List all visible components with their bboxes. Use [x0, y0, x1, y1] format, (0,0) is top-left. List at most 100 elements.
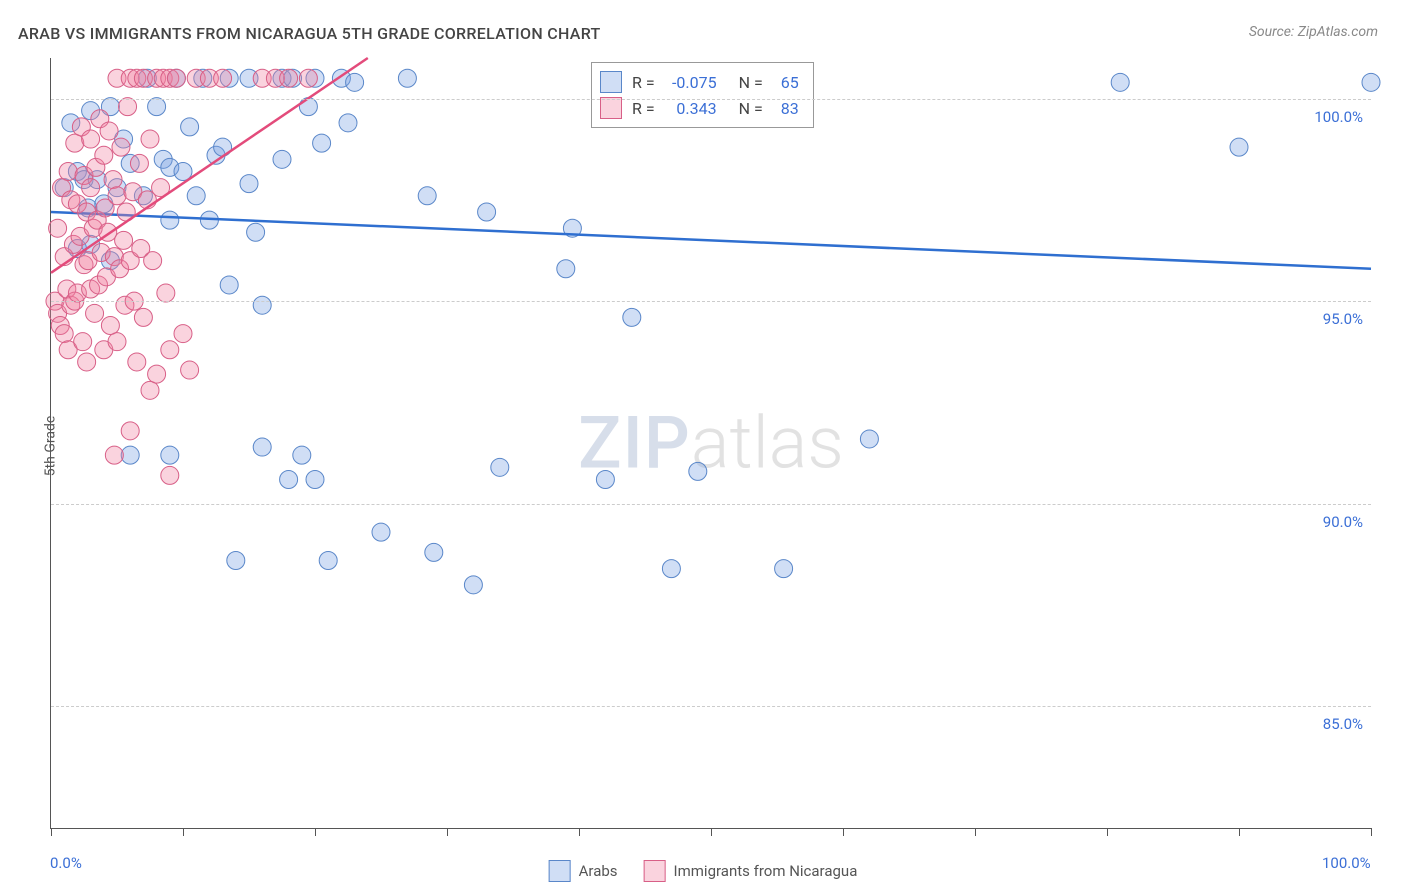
scatter-point-nicaragua — [74, 333, 92, 351]
scatter-point-arabs — [148, 98, 166, 116]
scatter-point-nicaragua — [66, 134, 84, 152]
gridline — [51, 99, 1371, 100]
legend-label-nicaragua: Immigrants from Nicaragua — [674, 862, 858, 880]
scatter-point-nicaragua — [104, 171, 122, 189]
scatter-point-arabs — [247, 223, 265, 241]
scatter-point-arabs — [418, 187, 436, 205]
stat-r-value-arabs: -0.075 — [665, 73, 717, 92]
scatter-point-nicaragua — [134, 308, 152, 326]
scatter-point-arabs — [372, 523, 390, 541]
scatter-point-arabs — [775, 560, 793, 578]
scatter-point-nicaragua — [128, 353, 146, 371]
scatter-point-arabs — [464, 576, 482, 594]
scatter-point-arabs — [398, 69, 416, 87]
x-tick — [315, 828, 316, 836]
scatter-point-nicaragua — [167, 69, 185, 87]
plot-area: ZIPatlas R =-0.075N =65R =0.343N =83 85.… — [50, 58, 1371, 829]
x-tick — [1371, 828, 1372, 836]
x-tick — [975, 828, 976, 836]
scatter-point-arabs — [1362, 73, 1380, 91]
scatter-point-arabs — [313, 134, 331, 152]
y-tick-label: 85.0% — [1323, 715, 1363, 733]
gridline — [51, 504, 1371, 505]
scatter-point-arabs — [161, 446, 179, 464]
scatter-point-arabs — [491, 458, 509, 476]
scatter-point-nicaragua — [181, 361, 199, 379]
scatter-point-arabs — [121, 446, 139, 464]
scatter-point-arabs — [339, 114, 357, 132]
scatter-point-arabs — [689, 462, 707, 480]
scatter-point-nicaragua — [161, 466, 179, 484]
scatter-point-nicaragua — [148, 365, 166, 383]
legend-swatch-nicaragua — [600, 97, 622, 119]
scatter-point-nicaragua — [299, 69, 317, 87]
scatter-point-arabs — [306, 470, 324, 488]
scatter-point-nicaragua — [115, 231, 133, 249]
legend-item-arabs: Arabs — [549, 860, 618, 882]
scatter-point-nicaragua — [214, 69, 232, 87]
x-tick — [1107, 828, 1108, 836]
scatter-point-nicaragua — [174, 325, 192, 343]
scatter-point-nicaragua — [82, 130, 100, 148]
scatter-point-nicaragua — [130, 154, 148, 172]
scatter-point-nicaragua — [59, 162, 77, 180]
scatter-point-nicaragua — [55, 325, 73, 343]
gridline — [51, 301, 1371, 302]
scatter-point-nicaragua — [280, 69, 298, 87]
scatter-point-arabs — [227, 552, 245, 570]
x-tick — [1239, 828, 1240, 836]
x-tick — [183, 828, 184, 836]
x-tick-label-max: 100.0% — [1322, 854, 1371, 872]
stat-r-value-nicaragua: 0.343 — [665, 99, 717, 118]
legend-swatch-arabs — [549, 860, 571, 882]
scatter-point-nicaragua — [108, 187, 126, 205]
scatter-point-nicaragua — [108, 333, 126, 351]
x-tick — [51, 828, 52, 836]
x-tick — [711, 828, 712, 836]
x-tick — [843, 828, 844, 836]
legend-label-arabs: Arabs — [579, 862, 618, 880]
scatter-point-arabs — [860, 430, 878, 448]
y-tick-label: 100.0% — [1314, 108, 1363, 126]
scatter-point-nicaragua — [141, 130, 159, 148]
stat-r-label: R = — [632, 73, 655, 92]
scatter-point-nicaragua — [112, 138, 130, 156]
x-tick-label-min: 0.0% — [50, 854, 82, 872]
scatter-point-arabs — [181, 118, 199, 136]
scatter-point-arabs — [596, 470, 614, 488]
stat-n-label: N = — [739, 99, 763, 118]
scatter-point-arabs — [253, 438, 271, 456]
y-tick-label: 90.0% — [1323, 513, 1363, 531]
x-tick — [447, 828, 448, 836]
source-attribution: Source: ZipAtlas.com — [1249, 24, 1378, 40]
scatter-point-arabs — [293, 446, 311, 464]
scatter-point-arabs — [299, 98, 317, 116]
scatter-point-nicaragua — [144, 252, 162, 270]
scatter-point-arabs — [1230, 138, 1248, 156]
scatter-point-arabs — [346, 73, 364, 91]
gridline — [51, 706, 1371, 707]
scatter-point-nicaragua — [105, 446, 123, 464]
scatter-point-nicaragua — [100, 122, 118, 140]
scatter-point-arabs — [1111, 73, 1129, 91]
scatter-point-arabs — [319, 552, 337, 570]
scatter-point-nicaragua — [86, 304, 104, 322]
scatter-point-nicaragua — [121, 422, 139, 440]
scatter-point-arabs — [161, 211, 179, 229]
scatter-point-nicaragua — [95, 146, 113, 164]
scatter-point-arabs — [557, 260, 575, 278]
scatter-point-arabs — [478, 203, 496, 221]
chart-title: ARAB VS IMMIGRANTS FROM NICARAGUA 5TH GR… — [18, 24, 601, 43]
scatter-point-nicaragua — [161, 341, 179, 359]
scatter-points-layer — [51, 58, 1371, 828]
scatter-point-arabs — [220, 276, 238, 294]
chart-container: ARAB VS IMMIGRANTS FROM NICARAGUA 5TH GR… — [0, 0, 1406, 892]
stat-r-label: R = — [632, 99, 655, 118]
scatter-point-arabs — [273, 150, 291, 168]
scatter-point-arabs — [187, 187, 205, 205]
stats-row-arabs: R =-0.075N =65 — [600, 69, 799, 95]
scatter-point-arabs — [425, 543, 443, 561]
scatter-point-nicaragua — [49, 219, 67, 237]
scatter-point-nicaragua — [78, 353, 96, 371]
scatter-point-arabs — [240, 175, 258, 193]
